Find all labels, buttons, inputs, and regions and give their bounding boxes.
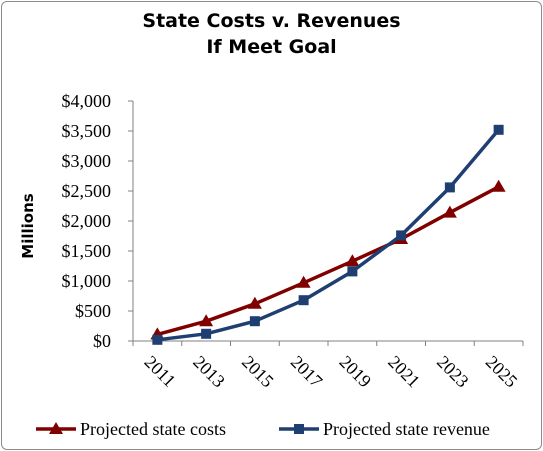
- chart-title-line1: State Costs v. Revenues: [142, 10, 401, 32]
- y-tick-label: $3,500: [62, 121, 112, 141]
- data-point-triangle: [49, 422, 63, 434]
- data-point-triangle: [442, 205, 457, 218]
- x-tick-label: 2017: [287, 352, 327, 392]
- legend-label: Projected state costs: [80, 419, 226, 439]
- data-point-triangle: [491, 179, 506, 192]
- x-axis-ticks: 2011 2013 2015 2017 2019 2021 2023 2025: [132, 341, 524, 392]
- data-point-square: [294, 424, 304, 434]
- legend-item: Projected state costs: [36, 419, 226, 439]
- chart-title: State Costs v. Revenues If Meet Goal: [0, 8, 543, 60]
- data-point-square: [249, 316, 260, 327]
- y-tick-label: $2,500: [62, 181, 112, 201]
- x-tick-label: 2025: [482, 352, 522, 392]
- y-tick-label: $4,000: [62, 91, 112, 111]
- x-tick-label: 2015: [238, 352, 278, 392]
- y-tick-label: $3,000: [62, 151, 112, 171]
- x-tick-label: 2011: [141, 352, 180, 391]
- axes: [132, 101, 523, 342]
- series-group: [150, 124, 506, 345]
- x-tick-label: 2019: [336, 352, 376, 392]
- data-point-square: [298, 295, 309, 306]
- data-point-square: [493, 124, 504, 135]
- data-point-square: [347, 266, 358, 277]
- y-tick-label: $2,000: [62, 211, 112, 231]
- y-axis-ticks: $0 $500 $1,000 $1,500 $2,000 $2,500 $3,000 $3,5…: [62, 91, 133, 351]
- legend: Projected state costs Projected state rev…: [36, 419, 490, 439]
- series-line: [156, 185, 500, 337]
- data-point-triangle: [296, 275, 311, 288]
- data-point-triangle: [345, 254, 360, 267]
- y-tick-label: $500: [75, 301, 111, 321]
- data-point-square: [152, 334, 163, 345]
- y-tick-label: $1,500: [62, 241, 112, 261]
- x-tick-label: 2013: [189, 352, 229, 392]
- y-axis-label: Millions: [19, 193, 37, 258]
- data-point-square: [444, 182, 455, 193]
- series-costs: [150, 179, 506, 340]
- y-tick-label: $1,000: [62, 271, 112, 291]
- legend-label: Projected state revenue: [323, 419, 490, 439]
- data-point-triangle: [247, 296, 262, 309]
- data-point-square: [201, 328, 212, 339]
- data-point-triangle: [199, 314, 214, 327]
- x-tick-label: 2023: [433, 352, 473, 392]
- y-tick-label: $0: [93, 331, 111, 351]
- data-point-square: [396, 230, 407, 241]
- series-revenue: [152, 124, 504, 345]
- series-line: [157, 128, 500, 342]
- legend-item: Projected state revenue: [279, 419, 490, 439]
- chart-title-line2: If Meet Goal: [206, 36, 337, 58]
- x-tick-label: 2021: [384, 352, 424, 392]
